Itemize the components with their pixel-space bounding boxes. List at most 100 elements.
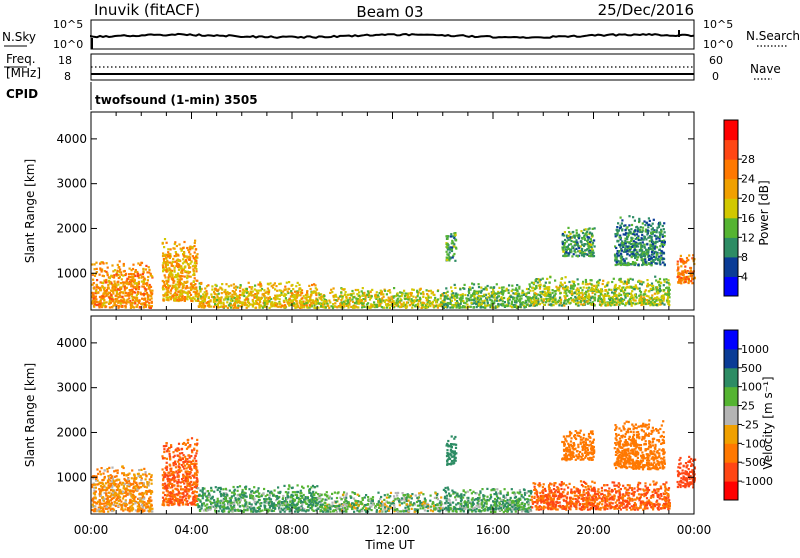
power-echo-cell	[430, 290, 432, 292]
power-echo-cell	[558, 304, 560, 306]
power-echo-cell	[654, 248, 656, 250]
power-echo-cell	[473, 283, 475, 285]
power-echo-cell	[658, 249, 660, 251]
power-echo-cell	[617, 263, 619, 265]
power-echo-cell	[631, 256, 633, 258]
power-echo-cell	[454, 287, 456, 289]
power-echo-cell	[281, 294, 283, 296]
power-echo-cell	[206, 293, 208, 295]
power-echo-cell	[587, 236, 589, 238]
power-colorbar-swatch	[724, 159, 738, 179]
power-echo-cell	[213, 306, 215, 308]
power-echo-cell	[643, 296, 645, 298]
power-echo-cell	[220, 306, 222, 308]
power-echo-cell	[310, 294, 312, 296]
power-echo-cell	[513, 297, 515, 299]
power-echo-cell	[612, 296, 614, 298]
power-echo-cell	[390, 296, 392, 298]
power-echo-cell	[665, 278, 667, 280]
power-echo-cell	[529, 286, 531, 288]
power-echo-cell	[280, 283, 282, 285]
power-echo-cell	[177, 290, 179, 292]
power-echo-cell	[365, 297, 367, 299]
power-echo-cell	[259, 306, 261, 308]
power-echo-cell	[132, 286, 134, 288]
power-echo-cell	[188, 258, 190, 260]
velocity-echo-cell	[133, 474, 135, 476]
power-echo-cell	[575, 248, 577, 250]
power-echo-cell	[514, 305, 516, 307]
power-echo-cell	[644, 244, 646, 246]
power-echo-cell	[391, 298, 393, 300]
power-echo-cell	[656, 235, 658, 237]
power-echo-cell	[251, 286, 253, 288]
power-echo-cell	[491, 292, 493, 294]
power-echo-cell	[341, 297, 343, 299]
power-echo-cell	[426, 297, 428, 299]
power-echo-cell	[568, 231, 570, 233]
power-echo-cell	[100, 281, 102, 283]
power-echo-cell	[643, 261, 645, 263]
power-echo-cell	[658, 281, 660, 283]
power-echo-cell	[184, 282, 186, 284]
velocity-echo-cell	[97, 483, 99, 485]
power-echo-cell	[455, 247, 457, 249]
power-echo-cell	[618, 293, 620, 295]
power-echo-cell	[99, 263, 101, 265]
velocity-echo-cell	[101, 488, 103, 490]
power-echo-cell	[587, 239, 589, 241]
power-echo-cell	[571, 287, 573, 289]
power-echo-cell	[640, 296, 642, 298]
power-echo-cell	[115, 295, 117, 297]
power-echo-cell	[124, 270, 126, 272]
power-echo-cell	[230, 307, 232, 309]
power-echo-cell	[591, 233, 593, 235]
power-echo-cell	[440, 301, 442, 303]
power-echo-cell	[196, 253, 198, 255]
velocity-echo-cell	[95, 491, 97, 493]
power-echo-cell	[566, 295, 568, 297]
power-echo-cell	[473, 302, 475, 304]
power-echo-cell	[490, 299, 492, 301]
power-echo-cell	[567, 239, 569, 241]
velocity-echo-cell	[131, 469, 133, 471]
nave-tick-top: 60	[709, 54, 723, 67]
power-echo-cell	[630, 240, 632, 242]
power-echo-cell	[638, 220, 640, 222]
power-echo-cell	[169, 272, 171, 274]
power-echo-cell	[285, 299, 287, 301]
power-echo-cell	[211, 289, 213, 291]
power-echo-cell	[646, 253, 648, 255]
power-echo-cell	[639, 254, 641, 256]
velocity-echo-cell	[123, 485, 125, 487]
power-echo-cell	[98, 306, 100, 308]
power-echo-cell	[335, 296, 337, 298]
power-echo-cell	[122, 296, 124, 298]
power-echo-cell	[564, 239, 566, 241]
power-echo-cell	[446, 251, 448, 253]
power-echo-cell	[489, 304, 491, 306]
power-echo-cell	[192, 286, 194, 288]
power-echo-cell	[290, 290, 292, 292]
velocity-echo-cell	[95, 487, 97, 489]
power-echo-cell	[194, 242, 196, 244]
power-echo-cell	[120, 282, 122, 284]
power-echo-cell	[111, 264, 113, 266]
power-echo-cell	[653, 256, 655, 258]
power-echo-cell	[381, 306, 383, 308]
power-echo-cell	[646, 233, 648, 235]
power-echo-cell	[485, 287, 487, 289]
power-echo-cell	[134, 275, 136, 277]
power-echo-cell	[454, 299, 456, 301]
power-echo-cell	[103, 293, 105, 295]
power-echo-cell	[101, 297, 103, 299]
power-echo-cell	[450, 286, 452, 288]
power-echo-cell	[108, 292, 110, 294]
power-echo-cell	[431, 302, 433, 304]
power-echo-cell	[182, 247, 184, 249]
power-colorbar-tick-label: 20	[741, 192, 755, 205]
power-echo-cell	[664, 264, 666, 266]
power-echo-cell	[99, 274, 101, 276]
power-echo-cell	[112, 292, 114, 294]
power-echo-cell	[389, 291, 391, 293]
